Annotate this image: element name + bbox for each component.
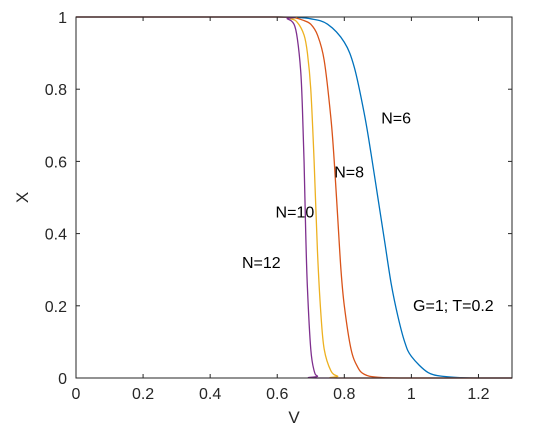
annotations: N=6 N=8 N=10 N=12 G=1; T=0.2 (242, 110, 494, 315)
annotation-label: N=6 (381, 110, 411, 127)
annotation-label: N=10 (276, 204, 315, 221)
x-tick-label: 1 (407, 386, 416, 403)
x-axis-label: V (288, 408, 300, 427)
x-tick-label: 0.4 (199, 386, 221, 403)
y-axis-label: X (13, 192, 32, 203)
x-tick-label: 0.8 (333, 386, 355, 403)
x-tick-label: 0 (72, 386, 81, 403)
annotation-label: N=12 (242, 255, 281, 272)
axis-ticks: 0 0.2 0.4 0.6 0.8 1 1.2 0 0.2 0.4 0.6 0.8 1 (45, 10, 512, 403)
y-tick-label: 0.2 (45, 299, 67, 316)
y-tick-label: 0 (58, 371, 67, 388)
plot-frame (75, 16, 513, 379)
annotation-label: G=1; T=0.2 (413, 298, 494, 315)
y-tick-label: 0.6 (45, 154, 67, 171)
series-line-n-12 (76, 16, 512, 379)
series-group (76, 16, 512, 379)
y-tick-label: 0.4 (45, 227, 67, 244)
annotation-label: N=8 (334, 165, 364, 182)
x-tick-label: 0.6 (266, 386, 288, 403)
y-tick-label: 0.8 (45, 82, 67, 99)
y-tick-label: 1 (58, 10, 67, 27)
x-tick-label: 1.2 (467, 386, 489, 403)
x-tick-label: 0.2 (132, 386, 154, 403)
